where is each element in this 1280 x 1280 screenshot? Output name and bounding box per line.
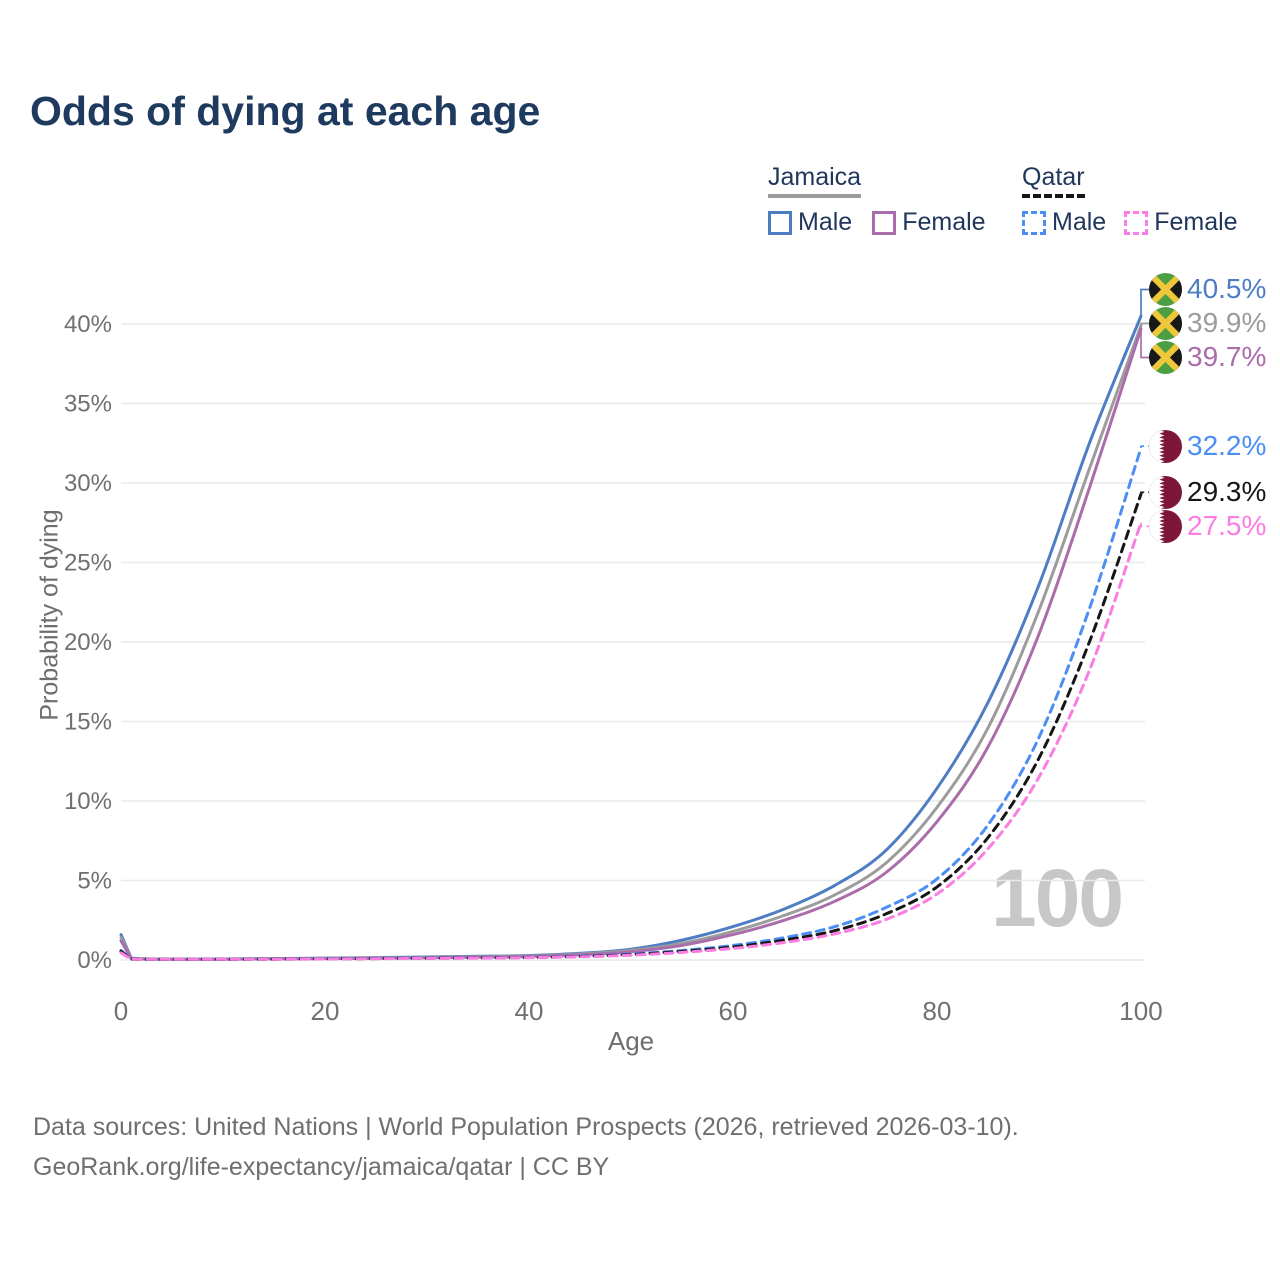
end-value: 32.2% [1187,430,1267,462]
legend-swatch-qatar-female [1124,210,1149,235]
chart-title: Odds of dying at each age [30,88,541,134]
age-counter-watermark: 100 [991,853,1124,944]
jamaica-male-connector [1140,288,1149,316]
jamaica-male-end-label: 40.5% [1149,272,1266,306]
footer-data-sources: Data sources: United Nations | World Pop… [33,1113,1019,1141]
legend-country-label: Jamaica [768,163,862,191]
y-tick-label: 5% [77,868,112,895]
jamaica-flag-icon [1149,340,1182,374]
jamaica-female-end-label: 39.7% [1149,340,1266,374]
y-tick-label: 0% [77,947,112,974]
x-tick-label: 40 [515,996,544,1026]
end-value: 29.3% [1187,476,1267,508]
end-value: 39.7% [1187,341,1267,373]
legend-item-label: Female [902,208,986,236]
legend-item-jamaica-male[interactable]: Male [768,208,852,237]
qatar-male-connector [1140,445,1149,448]
jamaica-female-line [119,327,1143,961]
y-tick-label: 35% [64,391,112,418]
legend-swatch-jamaica-male [768,210,792,235]
qatar-female-connector [1140,522,1149,528]
footer-attribution: GeoRank.org/life-expectancy/jamaica/qata… [33,1153,610,1181]
legend-item-jamaica-female[interactable]: Female [872,208,986,237]
legend-items-jamaica: Male Female [768,208,986,237]
qatar-male-end-label: 32.2% [1149,429,1266,463]
y-tick-label: 40% [64,311,112,338]
legend-items-qatar: Male Female [1022,208,1238,237]
end-value: 40.5% [1187,273,1267,305]
footer: Data sources: United Nations | World Pop… [33,1107,1019,1187]
legend-swatch-jamaica-female [872,210,897,235]
qatar-total-connector [1140,491,1149,495]
legend-group-jamaica: Jamaica Male Female [768,163,986,237]
qatar-female-line [119,521,1143,961]
x-tick-label: 0 [114,996,128,1026]
y-tick-label: 20% [64,629,112,656]
jamaica-total-connector [1140,322,1149,326]
jamaica-flag-icon [1149,272,1182,306]
legend-item-label: Female [1154,208,1238,236]
qatar-flag-icon [1149,429,1182,463]
jamaica-total-end-label: 39.9% [1149,306,1266,340]
y-tick-label: 30% [64,470,112,497]
qatar-total-end-label: 29.3% [1149,475,1266,509]
qatar-flag-icon [1149,475,1182,509]
x-tick-label: 100 [1119,996,1162,1026]
y-tick-label: 25% [64,550,112,577]
legend-item-label: Male [1052,208,1107,236]
jamaica-male-line [119,314,1143,961]
legend-swatch-qatar-male [1022,210,1046,235]
legend-country-label: Qatar [1022,163,1085,191]
y-axis-title: Probability of dying [35,509,64,721]
y-tick-label: 10% [64,788,112,815]
x-tick-label: 60 [719,996,748,1026]
legend-country-jamaica[interactable]: Jamaica [768,163,862,198]
x-tick-label: 80 [923,996,952,1026]
x-axis-title: Age [607,1026,655,1056]
legend-item-qatar-male[interactable]: Male [1022,208,1106,237]
legend-item-label: Male [798,208,853,236]
legend-group-qatar: Qatar Male Female [1022,163,1238,237]
end-value: 39.9% [1187,307,1267,339]
jamaica-flag-icon [1149,306,1182,340]
qatar-flag-icon [1149,509,1182,543]
qatar-female-end-label: 27.5% [1149,509,1266,543]
y-tick-label: 15% [64,709,112,736]
end-value: 27.5% [1187,510,1267,542]
x-tick-label: 20 [311,996,340,1026]
jamaica-female-connector [1140,328,1149,359]
legend-country-qatar[interactable]: Qatar [1022,163,1085,198]
legend-item-qatar-female[interactable]: Female [1124,208,1238,237]
